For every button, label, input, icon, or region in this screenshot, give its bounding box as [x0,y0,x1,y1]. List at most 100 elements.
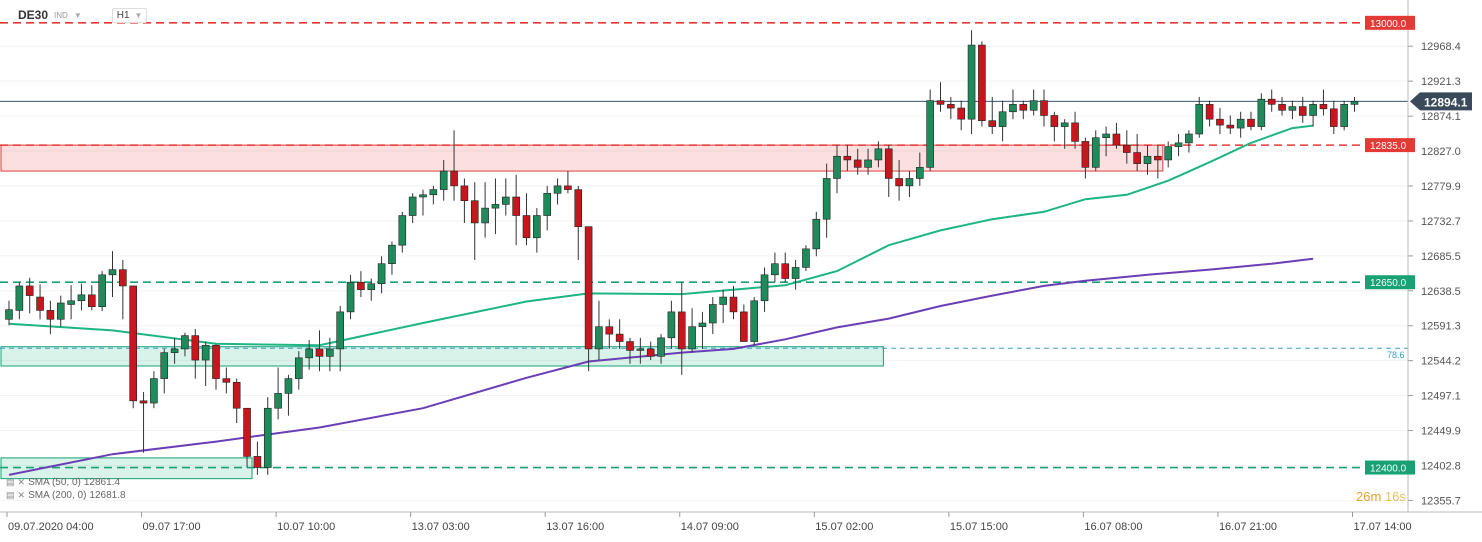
bullish-candle [760,274,769,302]
bearish-candle [1298,106,1307,116]
bearish-candle [212,344,220,379]
bearish-candle [740,311,748,342]
x-tick-label: 09.07.2020 04:00 [8,521,94,533]
bullish-candle [750,300,759,342]
level-labels: 13000.0 12835.0 12650.0 12400.0 12894.1 [1365,15,1472,475]
close-icon[interactable]: ✕ [17,490,26,500]
y-tick-label: 12921.3 [1421,76,1461,88]
bearish-candle [119,269,127,287]
bullish-candle [98,274,106,307]
bullish-candle [429,189,438,196]
bearish-candle [605,326,614,335]
symbol-dropdown-icon[interactable]: ▼ [73,10,82,20]
bullish-candle [15,285,24,311]
bearish-candle [522,215,531,239]
bearish-candle [470,200,479,224]
bearish-candle [1112,133,1121,146]
countdown-seconds: 16s [1384,489,1406,504]
x-tick-label: 16.07 08:00 [1084,521,1142,533]
bullish-candle [688,326,696,350]
bearish-candle [36,296,44,311]
chevron-down-icon: ▼ [134,10,143,20]
x-tick-label: 13.07 16:00 [546,521,604,533]
timeframe-selector[interactable]: H1 ▼ [111,7,148,23]
bearish-candle [947,104,955,109]
bullish-candle [967,44,976,120]
bearish-candle [895,178,903,187]
settings-icon[interactable]: ▤ [6,490,15,500]
bearish-candle [564,185,572,190]
bullish-candle [1174,142,1183,147]
bearish-candle [1205,104,1214,120]
x-tick-label: 14.07 09:00 [681,521,739,533]
bearish-candle [677,311,686,350]
bearish-candle [450,170,458,187]
bullish-candle [543,192,552,216]
bullish-candle [419,194,427,198]
bearish-candle [853,159,862,168]
y-tick-label: 12355.7 [1421,495,1461,507]
legend-row-sma50[interactable]: ▤ ✕ SMA (50, 0) 12861.4 [6,476,126,489]
horizontal-levels [0,22,1408,469]
bearish-candle [1154,155,1162,161]
sma50-line [8,124,1314,347]
sma200-value: 12681.8 [89,490,126,501]
bullish-candle [874,148,883,161]
bullish-candle [201,344,210,361]
bullish-candle [657,337,665,357]
bullish-candle [708,304,717,324]
legend-row-sma200[interactable]: ▤ ✕ SMA (200, 0) 12681.8 [6,489,126,502]
bullish-candle [377,263,386,285]
current-price-badge [1410,92,1472,111]
bearish-candle [978,44,986,121]
bullish-candle [263,407,272,468]
sma50-label: SMA (50, 0) [28,477,81,488]
bullish-candle [533,215,541,239]
bullish-candle [398,215,407,246]
x-tick-label: 16.07 21:00 [1219,521,1277,533]
bearish-candle [1267,98,1276,105]
level-badge-text: 12400.0 [1370,464,1407,475]
bullish-candle [595,326,603,350]
y-tick-label: 12449.9 [1421,426,1461,438]
bullish-candle [1195,104,1204,135]
bearish-candle [1019,104,1028,111]
bullish-candle [553,185,562,194]
bullish-candle [1009,104,1017,113]
bullish-candle [915,167,924,179]
bearish-candle [357,281,365,290]
bullish-candle [501,196,510,205]
bearish-candle [646,348,655,357]
fib-level-label: 78.6 [1387,350,1405,360]
bullish-candle [1350,101,1359,105]
symbol-name[interactable]: DE30 [18,8,49,22]
countdown-minutes: 26m [1356,489,1382,504]
sma50-value: 12861.4 [83,477,121,488]
bullish-candle [1143,155,1152,164]
y-tick-label: 12779.9 [1421,181,1461,193]
x-tick-label: 15.07 02:00 [815,521,873,533]
settings-icon[interactable]: ▤ [6,477,15,487]
bullish-candle [636,348,645,351]
bullish-candle [408,196,417,216]
bearish-candle [843,155,852,161]
y-tick-label: 12402.8 [1421,460,1461,472]
bullish-candle [56,302,65,320]
close-icon[interactable]: ✕ [17,477,26,487]
time-axis: 09.07.2020 04:00 09.07 17:00 10.07 10:00 13… [0,511,1482,533]
bearish-candle [1123,144,1131,153]
resistance-zone [0,144,1164,172]
level-badge-text: 12650.0 [1370,278,1407,289]
bullish-candle [998,111,1007,127]
bullish-candle [1236,118,1245,129]
bullish-candle [926,100,934,168]
bearish-candle [243,407,251,457]
bullish-candle [1060,122,1069,127]
y-tick-label: 12544.2 [1421,356,1461,368]
bullish-candle [67,300,75,305]
bullish-candle [181,335,189,350]
bearish-candle [191,335,200,361]
bullish-candle [1164,146,1172,161]
chart-header: DE30 IND ▼ H1 ▼ [0,0,148,30]
